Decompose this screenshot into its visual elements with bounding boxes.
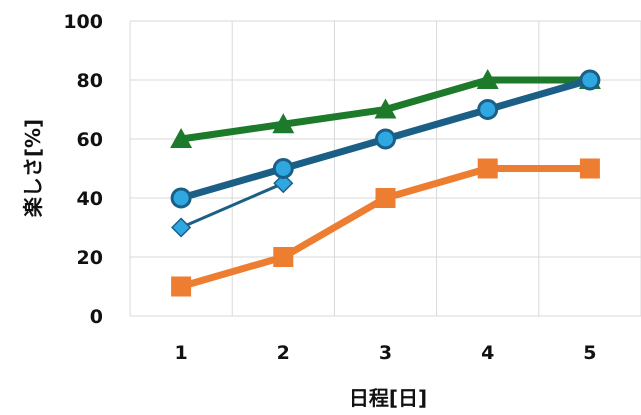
y-tick-label: 0 [90,306,103,328]
x-tick-label: 5 [583,342,596,364]
data-point-square [579,158,600,179]
series-line [180,181,284,229]
data-point-square [273,247,294,267]
x-tick-label: 2 [277,342,290,364]
data-point-circle [272,158,294,179]
data-point-square [477,158,498,179]
x-tick-label: 4 [481,342,494,364]
y-tick-label: 40 [77,188,103,210]
series-diamond [171,173,294,238]
series-layer [170,69,601,297]
data-point-triangle [272,113,295,134]
data-point-triangle [170,128,193,148]
x-tick-labels: 1 2 3 4 5 [174,342,596,364]
x-axis-title: 日程[日] [349,386,427,410]
y-tick-label: 20 [77,247,103,269]
y-axis-title: 楽しさ[%] [21,119,45,217]
data-point-triangle [374,98,397,119]
data-point-diamond [171,217,192,238]
series-line [180,165,590,290]
x-tick-label: 3 [379,342,392,364]
data-point-circle [170,187,192,209]
x-tick-label: 1 [174,342,187,364]
data-point-square [171,276,192,297]
y-tick-label: 80 [77,70,103,92]
series-square [171,158,600,297]
data-point-circle [375,128,396,150]
y-tick-label: 60 [77,129,103,151]
data-point-square [375,188,396,208]
data-point-triangle [476,69,499,89]
gridlines [129,20,641,317]
data-point-diamond [273,173,294,194]
y-tick-labels: 0 20 40 60 80 100 [63,11,103,328]
data-point-circle [477,99,499,120]
series-circle [170,69,601,209]
data-point-circle [579,69,601,91]
y-tick-label: 100 [63,11,103,33]
